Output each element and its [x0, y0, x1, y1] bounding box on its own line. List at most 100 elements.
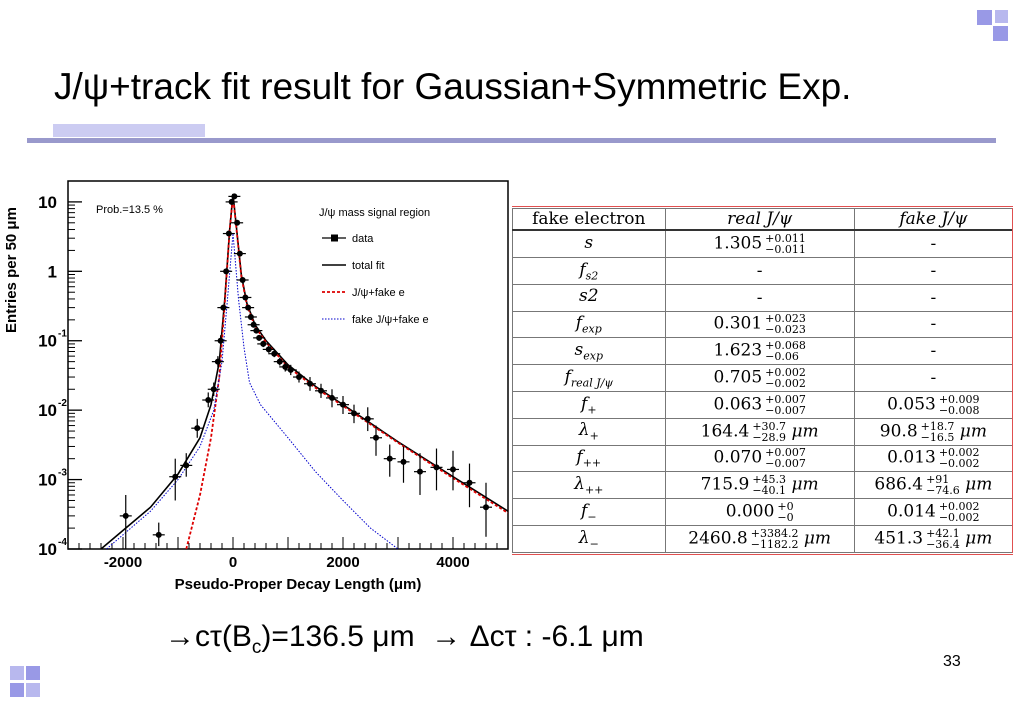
param-cell: f+: [512, 390, 666, 419]
data-point: [348, 404, 360, 424]
data-point: [244, 313, 257, 320]
data-point: [268, 350, 281, 358]
data-point-marker: [450, 466, 456, 473]
data-point-marker: [253, 327, 260, 334]
data-point: [225, 198, 238, 205]
result-delta: Δcτ : -6.1 μm: [469, 620, 644, 653]
data-point: [247, 321, 260, 328]
fake-jpsi-cell: 0.053 +0.009 −0.008: [853, 390, 1014, 419]
data-point-marker: [287, 366, 294, 373]
real-jpsi-cell: 0.070 +0.007 −0.007: [664, 444, 855, 473]
fit-curve-fake-j-fake-e: [106, 233, 399, 549]
data-point-marker: [282, 363, 289, 370]
data-point: [239, 294, 252, 301]
data-point: [214, 335, 227, 344]
y-tick-label: 10: [38, 193, 57, 212]
data-point-marker: [373, 434, 379, 441]
fake-jpsi-cell: 0.014 +0.002 −0.002: [853, 498, 1014, 527]
result-subscript: c: [251, 637, 262, 658]
y-tick-label: 1: [48, 262, 57, 281]
plot-legend: J/ψ mass signal region data total fit J/ψ+f…: [319, 207, 430, 326]
arrow-icon: →: [431, 620, 462, 653]
y-tick-exponent: -2: [58, 398, 67, 409]
data-point-marker: [247, 313, 254, 320]
fake-jpsi-cell: 0.013 +0.002 −0.002: [853, 444, 1014, 473]
x-tick-label: 2000: [326, 554, 359, 571]
arrow-icon: →: [165, 620, 195, 653]
data-point: [119, 494, 132, 549]
table-row: fs2- -: [512, 256, 1014, 285]
fit-result-table-container: fake electron real J/ψ fake J/ψ s 1.305 +0…: [512, 206, 1014, 555]
data-point-marker: [296, 374, 302, 381]
param-cell: freal J/ψ: [512, 364, 666, 392]
real-jpsi-cell: -: [664, 283, 855, 312]
param-cell: s2: [512, 283, 666, 312]
data-point-marker: [225, 230, 232, 237]
data-point-marker: [234, 219, 241, 226]
data-point: [180, 453, 193, 477]
data-point-marker: [223, 268, 230, 275]
title-underline-rule: [27, 138, 996, 143]
table-header-cell: fake electron: [512, 208, 666, 231]
data-point: [217, 304, 230, 311]
param-cell: sexp: [512, 337, 666, 366]
data-point: [463, 463, 476, 508]
param-cell: fs2: [512, 256, 666, 285]
table-row: f− 0.000 +0 −0 0.014 +0.002 −0.002: [512, 498, 1014, 527]
table-row: freal J/ψ 0.705 +0.002 −0.002-: [512, 364, 1014, 392]
data-points: [119, 193, 492, 549]
data-point-marker: [256, 334, 263, 341]
data-point-marker: [400, 458, 407, 465]
data-point-marker: [217, 337, 224, 344]
data-point: [207, 382, 220, 396]
data-point: [337, 395, 349, 415]
table-row: f++ 0.070 +0.007 −0.007 0.013 +0.002 −0.002: [512, 444, 1014, 473]
fake-jpsi-cell: -: [853, 229, 1014, 258]
real-jpsi-cell: 164.4 +30.7 −28.9 μm: [664, 417, 855, 446]
table-row: fexp 0.301 +0.023 −0.023-: [512, 310, 1014, 339]
data-point-marker: [329, 394, 335, 401]
data-point: [273, 357, 286, 366]
data-point: [233, 250, 246, 257]
table-row: sexp 1.623 +0.068 −0.06-: [512, 337, 1014, 366]
data-point-marker: [466, 479, 473, 486]
data-point: [414, 453, 426, 495]
real-jpsi-cell: 2460.8 +3384.2 −1182.2 μm: [664, 525, 855, 553]
data-point-marker: [417, 468, 423, 475]
data-point: [236, 276, 249, 283]
data-point: [397, 446, 410, 483]
data-point-marker: [364, 415, 371, 422]
real-jpsi-cell: 0.063 +0.007 −0.007: [664, 390, 855, 419]
data-point-marker: [386, 455, 393, 462]
data-point-marker: [265, 346, 272, 353]
data-point: [253, 334, 266, 341]
fake-jpsi-cell: -: [853, 337, 1014, 366]
table-row: λ− 2460.8 +3384.2 −1182.2 μm 451.3 +42.1 −36.4…: [512, 525, 1014, 553]
real-jpsi-cell: 0.301 +0.023 −0.023: [664, 310, 855, 339]
data-point: [257, 340, 270, 348]
page-number: 33: [943, 653, 961, 670]
data-point: [480, 482, 492, 537]
y-tick-label: 10: [38, 471, 57, 490]
fake-jpsi-cell: -: [853, 310, 1014, 339]
fake-jpsi-cell: -: [853, 283, 1014, 312]
table-row: λ+ 164.4 +30.7 −28.9 μm 90.8 +18.7 −16.5 μm: [512, 417, 1014, 446]
x-tick-label: -2000: [104, 554, 142, 571]
data-point: [250, 327, 263, 334]
data-point-marker: [307, 380, 313, 387]
x-tick-label: 0: [229, 554, 237, 571]
data-point-marker: [172, 473, 179, 480]
data-point: [430, 448, 443, 491]
result-lhs: cτ(B: [195, 620, 252, 653]
param-cell: s: [512, 229, 666, 258]
data-point-marker: [318, 387, 324, 394]
legend-label: total fit: [352, 260, 384, 272]
data-point: [222, 230, 235, 237]
real-jpsi-cell: -: [664, 256, 855, 285]
table-row: s2- -: [512, 283, 1014, 312]
data-point: [262, 345, 275, 353]
data-point-marker: [220, 304, 227, 311]
param-cell: fexp: [512, 310, 666, 339]
data-point-marker: [236, 250, 243, 257]
